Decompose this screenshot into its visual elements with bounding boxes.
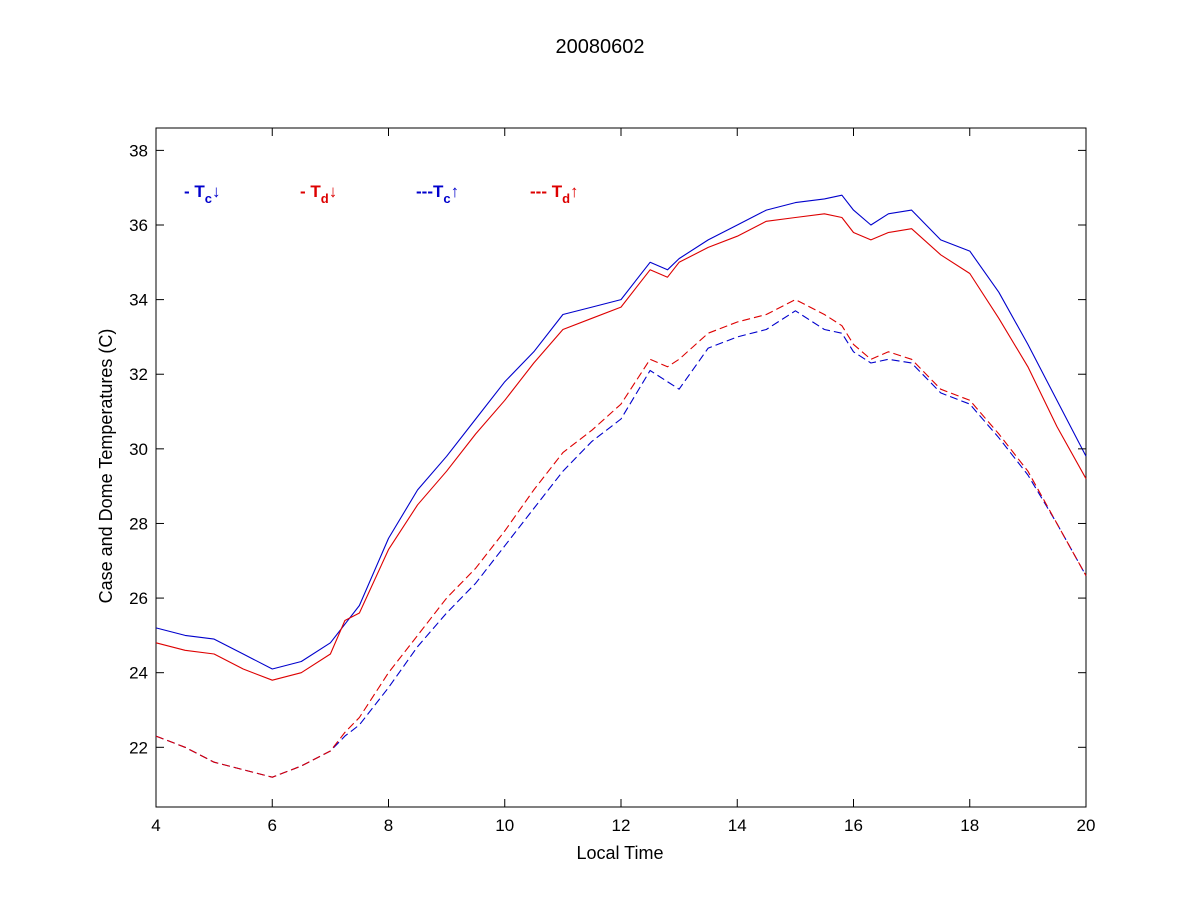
- legend-entry-subscript: c: [205, 191, 212, 206]
- legend-entry-prefix: - T: [300, 182, 321, 201]
- legend-entry-3: ---Tc↑: [416, 182, 459, 206]
- x-tick-label: 10: [495, 816, 514, 835]
- legend-entry-arrow: ↑: [570, 182, 579, 201]
- legend-entry-4: --- Td↑: [530, 182, 579, 206]
- y-tick-label: 38: [129, 141, 148, 160]
- y-tick-label: 30: [129, 440, 148, 459]
- legend-entry-subscript: d: [321, 191, 329, 206]
- legend-entry-arrow: ↑: [451, 182, 460, 201]
- legend-entry-prefix: ---T: [416, 182, 444, 201]
- y-axis-label: Case and Dome Temperatures (C): [96, 329, 116, 604]
- tick-layer: 4 6 8 10 12 14 16 18 20 22 24 26 28 30 32 34 36 38: [129, 128, 1095, 835]
- x-tick-label: 18: [960, 816, 979, 835]
- x-tick-label: 8: [384, 816, 393, 835]
- y-tick-label: 22: [129, 738, 148, 757]
- legend-entry-1: - Tc↓: [184, 182, 221, 206]
- legend: - Tc↓ - Td↓ ---Tc↑ --- Td↑: [184, 182, 579, 206]
- y-tick-label: 24: [129, 664, 148, 683]
- legend-entry-prefix: --- T: [530, 182, 563, 201]
- series-line-2: [155, 213, 1087, 681]
- legend-entry-arrow: ↓: [329, 182, 338, 201]
- y-tick-label: 28: [129, 514, 148, 533]
- legend-entry-subscript: c: [443, 191, 450, 206]
- y-tick-label: 34: [129, 291, 148, 310]
- x-tick-label: 14: [728, 816, 747, 835]
- legend-entry-arrow: ↓: [212, 182, 221, 201]
- y-tick-label: 36: [129, 216, 148, 235]
- x-tick-label: 16: [844, 816, 863, 835]
- x-tick-label: 20: [1077, 816, 1096, 835]
- legend-entry-2: - Td↓: [300, 182, 337, 206]
- chart-title: 20080602: [556, 36, 645, 58]
- y-tick-label: 32: [129, 365, 148, 384]
- series-line-4: [155, 299, 1087, 778]
- series-layer: [155, 194, 1087, 778]
- y-tick-label: 26: [129, 589, 148, 608]
- x-tick-label: 6: [268, 816, 277, 835]
- x-tick-label: 12: [612, 816, 631, 835]
- legend-entry-prefix: - T: [184, 182, 205, 201]
- x-tick-label: 4: [151, 816, 160, 835]
- x-axis-label: Local Time: [576, 843, 663, 863]
- series-line-1: [155, 194, 1087, 670]
- legend-entry-subscript: d: [562, 191, 570, 206]
